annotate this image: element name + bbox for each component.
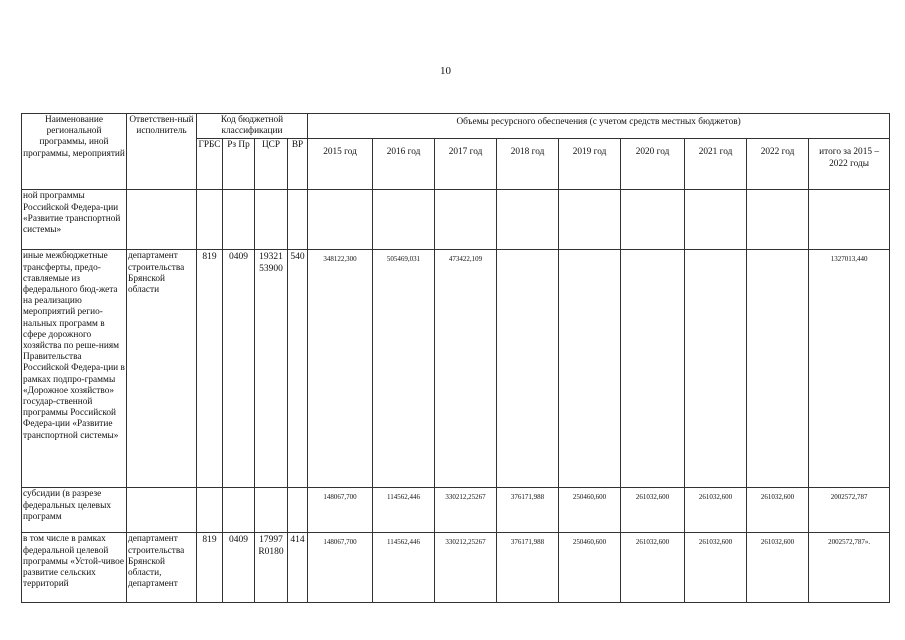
- row-value: 505469,031: [372, 249, 436, 489]
- row-grbs: 819: [196, 532, 223, 604]
- header-year: 2017 год: [434, 138, 498, 191]
- header-total: итого за 2015 – 2022 годы: [808, 138, 891, 191]
- header-year: 2015 год: [307, 138, 374, 191]
- row-value: [620, 249, 686, 489]
- row-rzpr: [222, 189, 255, 251]
- row-value: 261032,600: [746, 532, 810, 604]
- row-name: в том числе в рамках федеральной целевой…: [21, 532, 127, 604]
- row-value: 261032,600: [620, 487, 686, 534]
- row-value: 148067,700: [307, 532, 374, 604]
- header-year: 2022 год: [746, 138, 810, 191]
- header-year: 2020 год: [620, 138, 686, 191]
- table-row: в том числе в рамках федеральной целевой…: [21, 532, 891, 604]
- row-value: 261032,600: [684, 532, 748, 604]
- row-value: [746, 189, 810, 251]
- row-value: 250460,600: [558, 487, 622, 534]
- header-grbs: ГРБС: [196, 138, 223, 191]
- row-grbs: [196, 189, 223, 251]
- table-row: субсидии (в разрезе федеральных целевых …: [21, 487, 891, 534]
- row-vr: [286, 487, 309, 534]
- row-value: 376171,988: [496, 487, 560, 534]
- row-vr: 540: [286, 249, 309, 489]
- row-name: субсидии (в разрезе федеральных целевых …: [21, 487, 127, 534]
- row-value: [746, 249, 810, 489]
- header-csr: ЦСР: [254, 138, 288, 191]
- row-csr: [254, 487, 288, 534]
- row-value: 114562,446: [372, 532, 436, 604]
- row-value: 114562,446: [372, 487, 436, 534]
- row-value: [496, 249, 560, 489]
- row-value: [558, 189, 622, 251]
- row-value: 261032,600: [620, 532, 686, 604]
- row-grbs: 819: [196, 249, 223, 489]
- row-csr: [254, 189, 288, 251]
- row-value: 330212,25267: [434, 487, 498, 534]
- header-vr: ВР: [286, 138, 309, 191]
- row-grbs: [196, 487, 223, 534]
- row-value: [684, 189, 748, 251]
- row-total: [808, 189, 891, 251]
- header-rzpr: Рз Пр: [222, 138, 255, 191]
- row-value: [496, 189, 560, 251]
- row-name: иные межбюджетные трансферты, предо-став…: [21, 249, 127, 489]
- header-year: 2021 год: [684, 138, 748, 191]
- row-value: [307, 189, 374, 251]
- row-rzpr: [222, 487, 255, 534]
- row-total: 2002572,787: [808, 487, 891, 534]
- row-value: 473422,109: [434, 249, 498, 489]
- row-rzpr: 0409: [222, 249, 255, 489]
- header-name: Наименование региональной программы, ино…: [21, 112, 127, 191]
- row-value: [684, 249, 748, 489]
- row-rzpr: 0409: [222, 532, 255, 604]
- header-year: 2016 год: [372, 138, 436, 191]
- row-value: 261032,600: [684, 487, 748, 534]
- row-vr: 414: [286, 532, 309, 604]
- row-total: 2002572,787».: [808, 532, 891, 604]
- row-responsible: [126, 487, 197, 534]
- row-value: 261032,600: [746, 487, 810, 534]
- row-vr: [286, 189, 309, 251]
- row-name: ной программы Российской Федера-ции «Раз…: [21, 189, 127, 251]
- header-responsible: Ответствен-ный исполнитель: [126, 112, 197, 191]
- row-responsible: [126, 189, 197, 251]
- row-value: 330212,25267: [434, 532, 498, 604]
- row-value: [620, 189, 686, 251]
- row-total: 1327013,440: [808, 249, 891, 489]
- resource-table: Наименование региональной программы, ино…: [21, 112, 891, 604]
- table-row: иные межбюджетные трансферты, предо-став…: [21, 249, 891, 489]
- row-csr: 17997 R0180: [254, 532, 288, 604]
- header-volumes: Объемы ресурсного обеспечения (с учетом …: [307, 112, 891, 140]
- row-value: [434, 189, 498, 251]
- header-year: 2019 год: [558, 138, 622, 191]
- row-value: [558, 249, 622, 489]
- row-value: [372, 189, 436, 251]
- row-value: 250460,600: [558, 532, 622, 604]
- row-value: 348122,300: [307, 249, 374, 489]
- row-responsible: департамент строительства Брянской облас…: [126, 249, 197, 489]
- row-csr: 19321 53900: [254, 249, 288, 489]
- header-year: 2018 год: [496, 138, 560, 191]
- row-responsible: департамент строительства Брянской облас…: [126, 532, 197, 604]
- row-value: 376171,988: [496, 532, 560, 604]
- header-budget-code: Код бюджетной классификации: [195, 112, 309, 140]
- table-row: ной программы Российской Федера-ции «Раз…: [21, 189, 891, 251]
- page-number: 10: [440, 65, 451, 77]
- row-value: 148067,700: [307, 487, 374, 534]
